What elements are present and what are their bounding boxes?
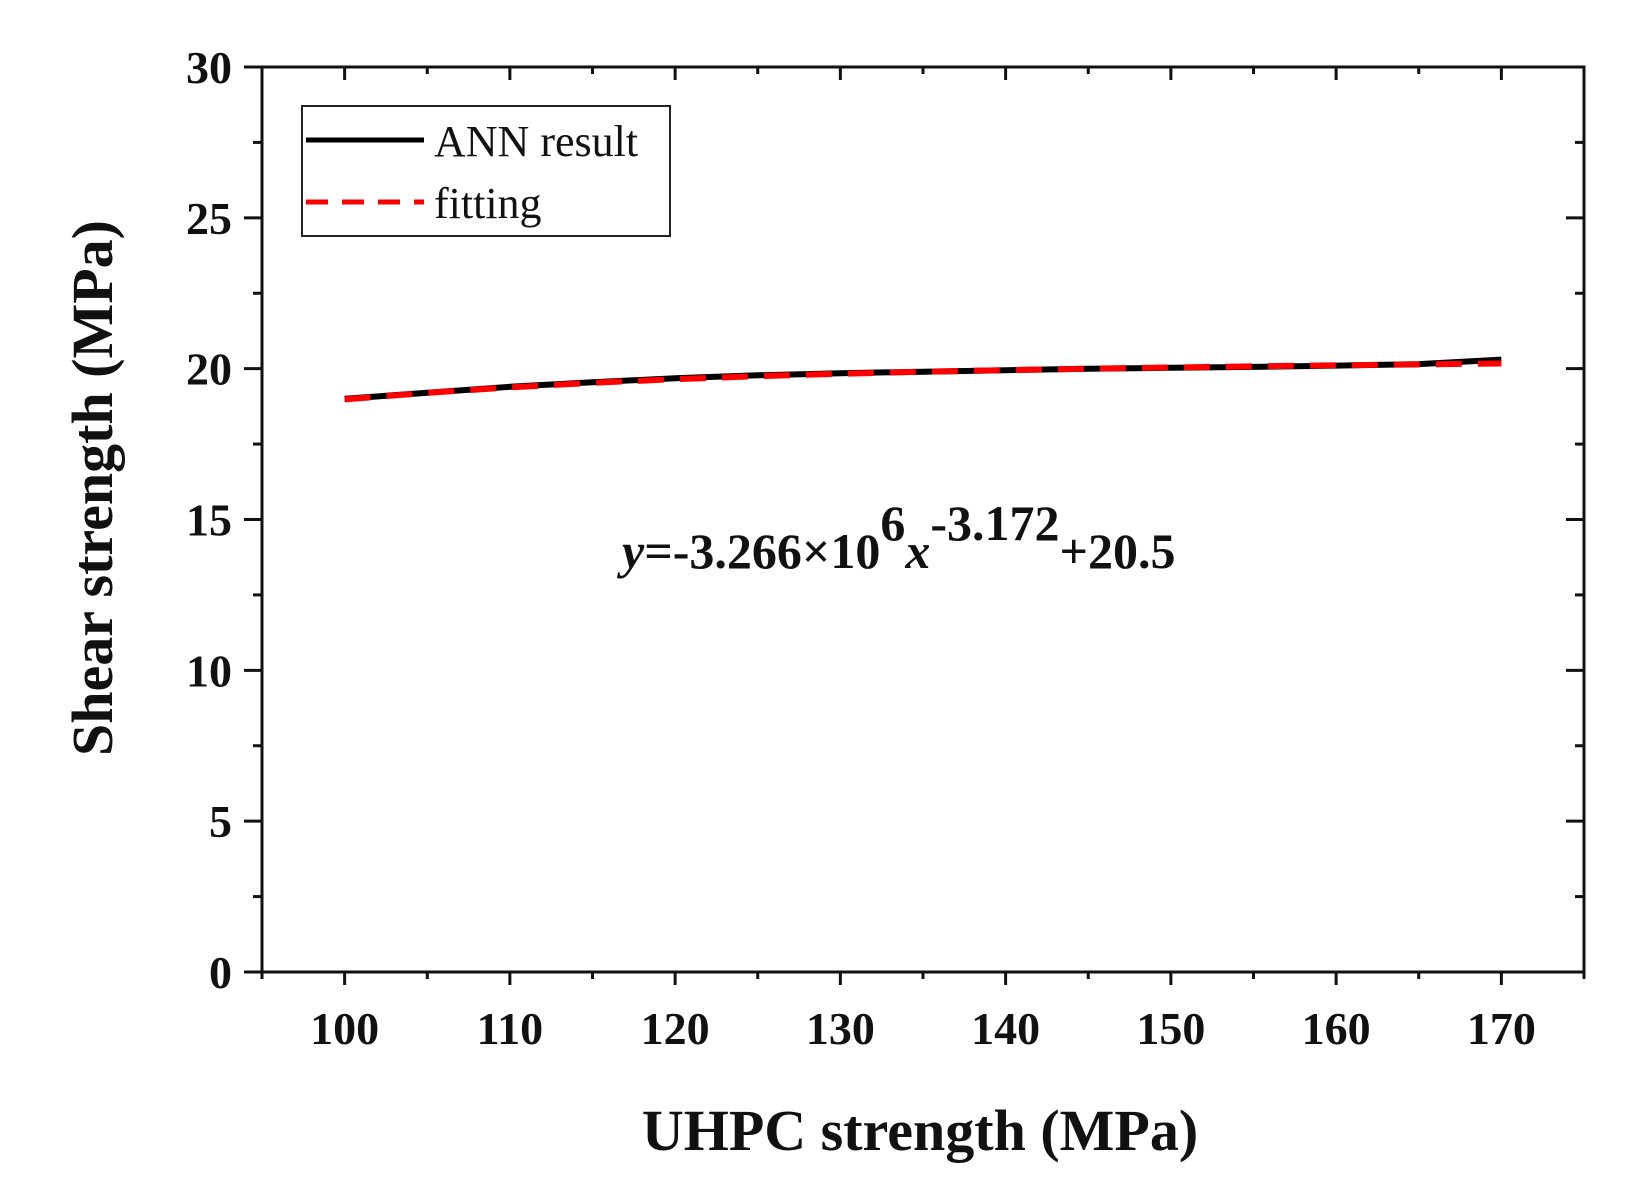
y-tick-label: 25 bbox=[186, 193, 232, 244]
x-tick-label: 140 bbox=[971, 1003, 1040, 1054]
x-tick-label: 120 bbox=[641, 1003, 710, 1054]
legend-label-fitting: fitting bbox=[434, 179, 542, 228]
x-tick-label: 150 bbox=[1136, 1003, 1205, 1054]
equation-exponent-2: -3.172 bbox=[930, 495, 1059, 551]
x-tick-label: 130 bbox=[806, 1003, 875, 1054]
legend-box bbox=[301, 105, 671, 237]
axis-ticks bbox=[244, 65, 1586, 985]
tick-labels: 100 110 120 130 140 150 160 170 0 5 10 15 20 25 30 bbox=[186, 42, 1536, 1054]
x-tick-label: 110 bbox=[477, 1003, 543, 1054]
x-tick-label: 160 bbox=[1302, 1003, 1371, 1054]
y-tick-label: 15 bbox=[186, 495, 232, 546]
y-tick-label: 0 bbox=[209, 947, 232, 998]
y-tick-label: 5 bbox=[209, 796, 232, 847]
legend-label-ann: ANN result bbox=[434, 117, 638, 166]
series-lines bbox=[344, 356, 1502, 403]
x-tick-label: 100 bbox=[310, 1003, 379, 1054]
equation-y-var: y bbox=[617, 523, 645, 579]
series-line-fitting bbox=[344, 360, 1502, 403]
y-tick-label: 10 bbox=[186, 645, 232, 696]
equation-coefficient: =-3.266×10 bbox=[644, 523, 880, 579]
x-tick-label: 170 bbox=[1467, 1003, 1536, 1054]
y-tick-label: 30 bbox=[186, 42, 232, 93]
legend: ANN result fitting bbox=[301, 105, 671, 237]
fit-equation: y=-3.266×106x-3.172+20.5 bbox=[617, 495, 1176, 579]
y-tick-label: 20 bbox=[186, 344, 232, 395]
equation-x-var: x bbox=[904, 523, 930, 579]
y-axis-title: Shear strength (MPa) bbox=[60, 220, 125, 756]
equation-exponent-1: 6 bbox=[880, 495, 905, 551]
x-axis-title: UHPC strength (MPa) bbox=[642, 1098, 1198, 1163]
equation-tail: +20.5 bbox=[1060, 523, 1176, 579]
